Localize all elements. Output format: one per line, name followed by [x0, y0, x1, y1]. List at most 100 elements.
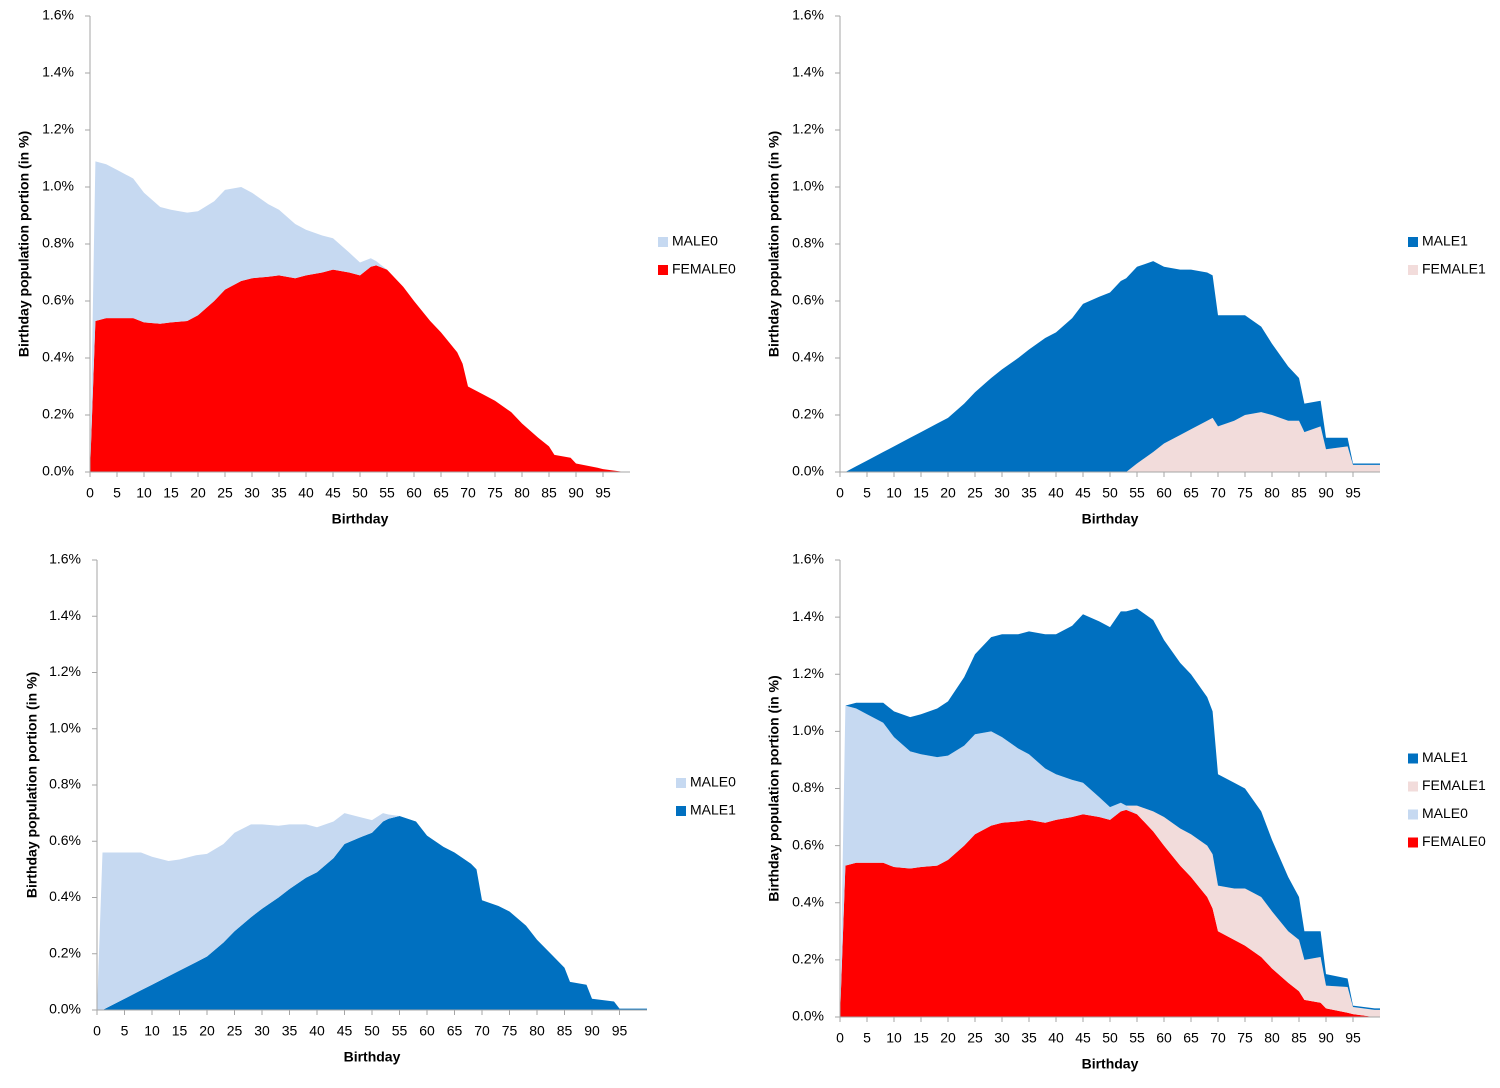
chart: 0.0% 0.2% 0.4% 0.6% 0.8% 1.0% 1.2% 1.4% 1.6% 0 5 10… [16, 7, 736, 527]
chart: 0.0% 0.2% 0.4% 0.6% 0.8% 1.0% 1.2% 1.4% 1.6% 0 5 10… [766, 7, 1486, 527]
x-tick-label: 20 [940, 1030, 956, 1046]
x-tick-label: 40 [1048, 485, 1064, 501]
x-tick-label: 85 [1291, 1030, 1307, 1046]
x-tick-label: 65 [1183, 1030, 1199, 1046]
x-tick-label: 15 [172, 1023, 188, 1039]
x-tick-label: 5 [113, 485, 121, 501]
x-tick-label: 55 [1129, 485, 1145, 501]
legend-label: MALE1 [690, 802, 736, 818]
y-tick-label: 0.0% [792, 463, 824, 479]
x-tick-label: 10 [886, 485, 902, 501]
x-tick-label: 40 [1048, 1030, 1064, 1046]
x-tick-label: 15 [913, 485, 929, 501]
x-tick-label: 20 [199, 1023, 215, 1039]
area [90, 265, 630, 472]
y-tick-label: 0.2% [792, 406, 824, 422]
x-tick-label: 90 [568, 485, 584, 501]
x-tick-label: 35 [282, 1023, 298, 1039]
x-tick-label: 0 [86, 485, 94, 501]
x-tick-label: 45 [337, 1023, 353, 1039]
x-tick-label: 60 [406, 485, 422, 501]
x-tick-label: 5 [121, 1023, 129, 1039]
legend-label: MALE1 [1422, 233, 1468, 249]
x-axis-title: Birthday [1082, 511, 1139, 527]
x-tick-label: 85 [541, 485, 557, 501]
chart: 0.0% 0.2% 0.4% 0.6% 0.8% 1.0% 1.2% 1.4% 1.6% 0 5 10… [24, 551, 736, 1065]
area [840, 809, 1380, 1017]
x-tick-label: 80 [1264, 1030, 1280, 1046]
y-tick-label: 1.0% [49, 719, 81, 735]
x-tick-label: 90 [1318, 485, 1334, 501]
x-tick-label: 85 [557, 1023, 573, 1039]
x-tick-label: 0 [836, 1030, 844, 1046]
y-tick-label: 1.2% [792, 665, 824, 681]
x-tick-label: 50 [1102, 485, 1118, 501]
legend-swatch [1408, 781, 1418, 792]
x-tick-label: 40 [298, 485, 314, 501]
y-tick-label: 1.6% [49, 551, 81, 567]
y-tick-label: 0.8% [792, 235, 824, 251]
x-tick-label: 65 [447, 1023, 463, 1039]
x-tick-label: 10 [136, 485, 152, 501]
x-axis-title: Birthday [332, 511, 389, 527]
x-tick-label: 75 [487, 485, 503, 501]
y-tick-label: 0.4% [792, 893, 824, 909]
y-axis-title: Birthday population portion (in %) [766, 675, 782, 901]
x-tick-label: 65 [433, 485, 449, 501]
x-tick-label: 95 [612, 1023, 628, 1039]
x-tick-label: 60 [419, 1023, 435, 1039]
x-tick-label: 70 [474, 1023, 490, 1039]
x-axis-title: Birthday [1082, 1056, 1139, 1072]
chart: 0.0% 0.2% 0.4% 0.6% 0.8% 1.0% 1.2% 1.4% 1.6% 0 5 10… [766, 551, 1486, 1072]
x-tick-label: 40 [309, 1023, 325, 1039]
x-tick-label: 15 [913, 1030, 929, 1046]
legend-label: FEMALE0 [1422, 833, 1486, 849]
area [840, 412, 1380, 472]
x-tick-label: 45 [325, 485, 341, 501]
area [840, 705, 1380, 1017]
x-tick-label: 80 [1264, 485, 1280, 501]
x-tick-label: 50 [1102, 1030, 1118, 1046]
y-tick-label: 0.8% [49, 776, 81, 792]
y-tick-label: 0.2% [42, 406, 74, 422]
x-tick-label: 20 [190, 485, 206, 501]
legend-swatch [1408, 265, 1418, 275]
x-tick-label: 35 [1021, 485, 1037, 501]
x-tick-label: 55 [392, 1023, 408, 1039]
y-tick-label: 0.4% [42, 349, 74, 365]
y-tick-label: 1.4% [792, 64, 824, 80]
x-tick-label: 25 [227, 1023, 243, 1039]
y-axis-title: Birthday population portion (in %) [766, 131, 782, 357]
x-tick-label: 20 [940, 485, 956, 501]
y-tick-label: 1.2% [42, 121, 74, 137]
y-tick-label: 0.6% [792, 292, 824, 308]
x-tick-label: 75 [502, 1023, 518, 1039]
x-tick-label: 45 [1075, 485, 1091, 501]
x-tick-label: 5 [863, 1030, 871, 1046]
legend-label: FEMALE0 [672, 261, 736, 277]
x-tick-label: 35 [1021, 1030, 1037, 1046]
area [90, 161, 630, 472]
x-tick-label: 25 [967, 485, 983, 501]
x-tick-label: 5 [863, 485, 871, 501]
legend-label: MALE0 [1422, 805, 1468, 821]
x-tick-label: 25 [217, 485, 233, 501]
y-tick-label: 0.8% [792, 779, 824, 795]
legend-label: MALE0 [690, 774, 736, 790]
y-tick-label: 0.0% [49, 1001, 81, 1017]
x-tick-label: 30 [994, 485, 1010, 501]
y-axis-title: Birthday population portion (in %) [16, 131, 32, 357]
x-tick-label: 65 [1183, 485, 1199, 501]
y-tick-label: 0.4% [49, 888, 81, 904]
x-tick-label: 30 [254, 1023, 270, 1039]
y-tick-label: 0.6% [792, 836, 824, 852]
x-tick-label: 90 [584, 1023, 600, 1039]
x-tick-label: 60 [1156, 485, 1172, 501]
y-tick-label: 0.2% [49, 944, 81, 960]
x-tick-label: 70 [460, 485, 476, 501]
legend-label: MALE0 [672, 233, 718, 249]
legend-swatch [658, 265, 668, 275]
area [97, 815, 647, 1010]
y-tick-label: 1.4% [49, 607, 81, 623]
